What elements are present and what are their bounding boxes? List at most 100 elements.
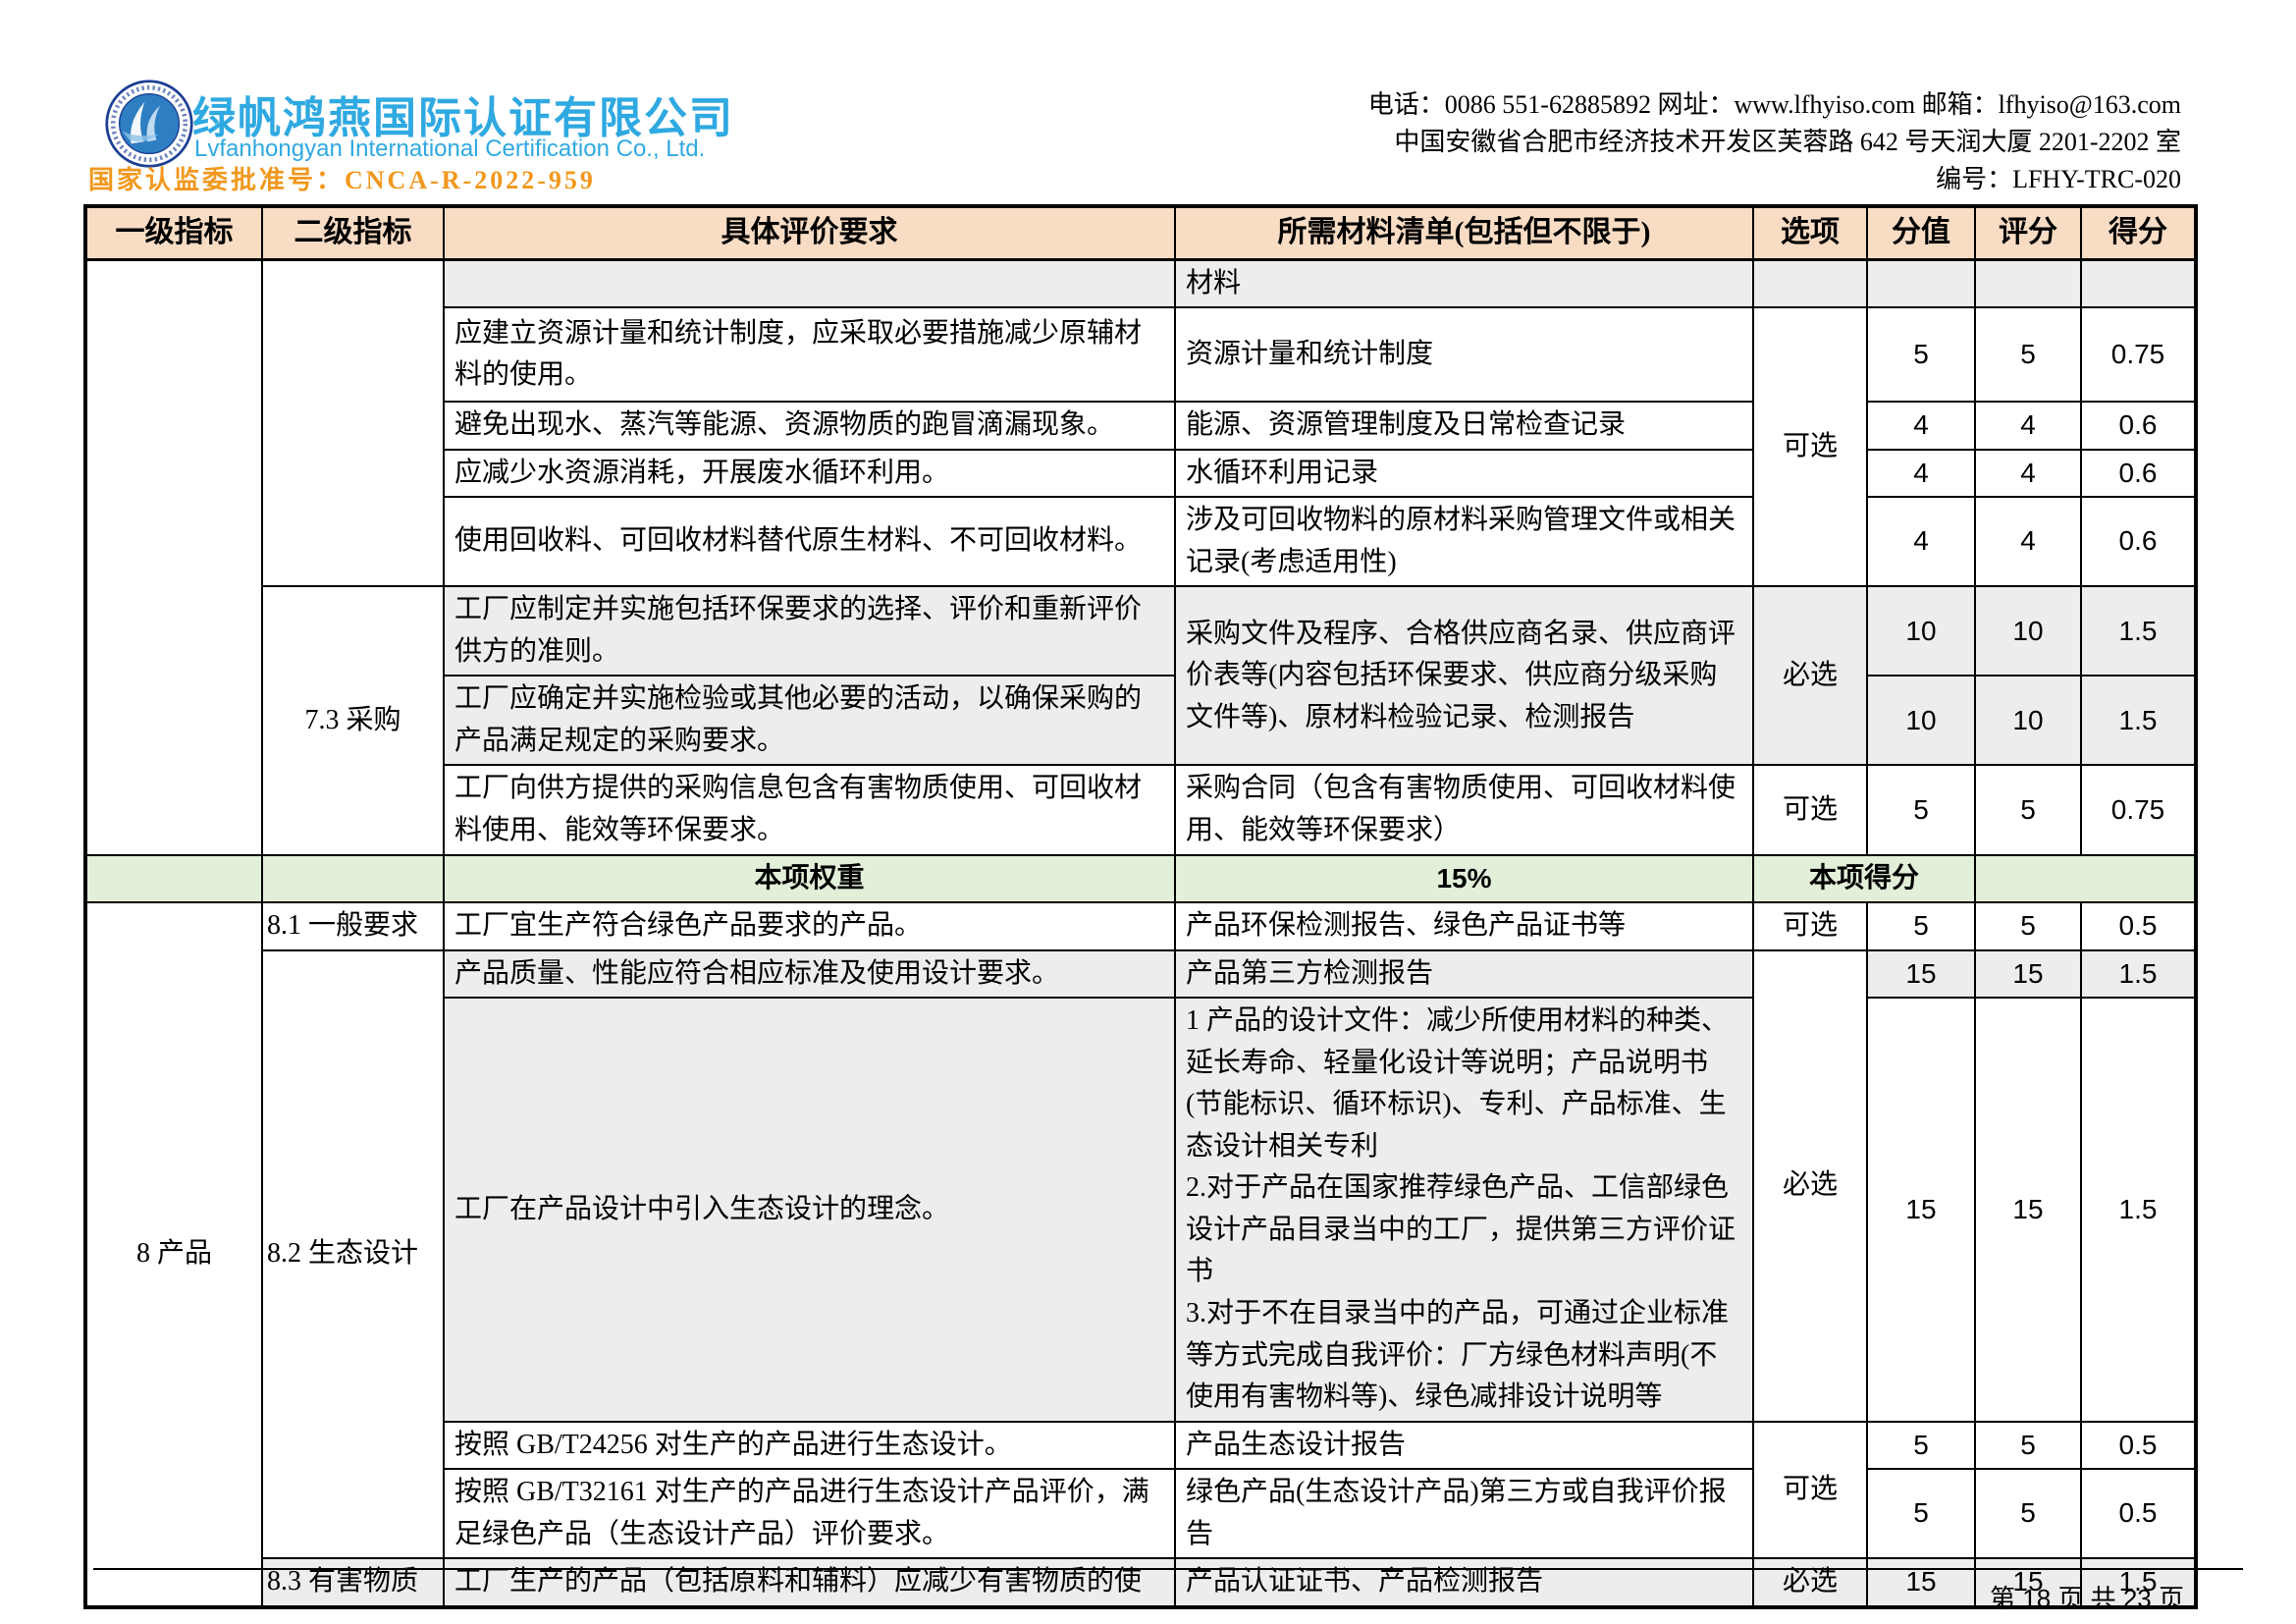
rating-cell: 5 xyxy=(1974,764,2082,856)
requirement-cell: 使用回收料、可回收材料替代原生材料、不可回收材料。 xyxy=(443,496,1176,588)
option-cell: 必选 xyxy=(1752,585,1868,767)
points-cell: 0.5 xyxy=(2080,1420,2197,1471)
rating-cell: 5 xyxy=(1974,1468,2082,1560)
rating-cell: 10 xyxy=(1974,585,2082,677)
materials-cell: 采购合同（包含有害物质使用、可回收材料使用、能效等环保要求） xyxy=(1174,764,1754,856)
requirement-cell: 按照 GB/T24256 对生产的产品进行生态设计。 xyxy=(443,1420,1176,1471)
points-cell: 0.75 xyxy=(2080,764,2197,856)
col-header-indicator1: 一级指标 xyxy=(84,205,263,261)
table-row: 工厂向供方提供的采购信息包含有害物质使用、可回收材料使用、能效等环保要求。 采购… xyxy=(85,764,2197,856)
evaluation-table: 一级指标 二级指标 具体评价要求 所需材料清单(包括但不限于) 选项 分值 评分… xyxy=(83,204,2198,1609)
materials-cell: 水循环利用记录 xyxy=(1174,448,1754,499)
materials-cell: 涉及可回收物料的原材料采购管理文件或相关记录(考虑适用性) xyxy=(1174,496,1754,588)
points-cell: 0.75 xyxy=(2080,306,2197,404)
score-cell: 4 xyxy=(1866,448,1976,499)
table-row: 工厂在产品设计中引入生态设计的理念。 1 产品的设计文件：减少所使用材料的种类、… xyxy=(85,997,2197,1423)
page-number: 第 18 页 共 23 页 xyxy=(1990,1584,2184,1613)
rating-cell: 4 xyxy=(1974,448,2082,499)
indicator2-cell: 8.2 生态设计 xyxy=(261,948,445,1560)
table-row: 应建立资源计量和统计制度，应采取必要措施减少原辅材料的使用。 资源计量和统计制度… xyxy=(85,306,2197,588)
weight-row: 本项权重 15% 本项得分 xyxy=(84,853,2197,904)
indicator2-cell: 8.3 有害物质 xyxy=(261,1557,445,1609)
points-cell: 1.5 xyxy=(2080,1557,2197,1609)
doc-number: 编号：LFHY-TRC-020 xyxy=(1936,165,2181,193)
company-name: 绿帆鸿燕国际认证有限公司 xyxy=(192,94,734,142)
address-line: 中国安徽省合肥市经济技术开发区芙蓉路 642 号天润大厦 2201-2202 室 xyxy=(1394,128,2181,156)
table-row: 材料 xyxy=(84,257,2197,856)
points-cell: 0.6 xyxy=(2080,496,2197,588)
rating-cell: 4 xyxy=(1974,401,2082,451)
materials-cell: 产品认证证书、产品检测报告 xyxy=(1174,1557,1754,1609)
points-cell: 0.5 xyxy=(2080,901,2197,951)
requirement-cell: 按照 GB/T32161 对生产的产品进行生态设计产品评价，满足绿色产品（生态设… xyxy=(443,1468,1176,1560)
score-cell: 5 xyxy=(1866,1420,1976,1471)
materials-cell: 资源计量和统计制度 xyxy=(1174,306,1754,404)
rating-cell: 15 xyxy=(1974,1557,2082,1609)
score-cell: 5 xyxy=(1866,764,1976,856)
table-row: 8 产品 8.1 一般要求 工厂宜生产符合绿色产品要求的产品。 产品环保检测报告… xyxy=(84,901,2197,1608)
company-logo-icon xyxy=(105,80,193,168)
section-score-label: 本项得分 xyxy=(1752,853,1976,904)
option-cell: 必选 xyxy=(1752,948,1868,1423)
requirement-cell: 应建立资源计量和统计制度，应采取必要措施减少原辅材料的使用。 xyxy=(443,306,1176,404)
materials-cell: 能源、资源管理制度及日常检查记录 xyxy=(1174,401,1754,451)
materials-cell: 采购文件及程序、合格供应商名录、供应商评价表等(内容包括环保要求、供应商分级采购… xyxy=(1174,585,1754,767)
requirement-cell: 避免出现水、蒸汽等能源、资源物质的跑冒滴漏现象。 xyxy=(443,401,1176,451)
score-cell xyxy=(1866,257,1976,309)
col-header-rating: 评分 xyxy=(1974,205,2082,261)
points-cell: 1.5 xyxy=(2080,585,2197,677)
points-cell: 0.5 xyxy=(2080,1468,2197,1560)
score-cell: 10 xyxy=(1866,675,1976,767)
col-header-materials: 所需材料清单(包括但不限于) xyxy=(1174,205,1754,261)
requirement-cell: 工厂向供方提供的采购信息包含有害物质使用、可回收材料使用、能效等环保要求。 xyxy=(443,764,1176,856)
weight-empty-cell xyxy=(84,853,263,904)
points-cell xyxy=(2080,257,2197,309)
indicator2-cell: 8.1 一般要求 xyxy=(261,901,445,951)
weight-label: 本项权重 xyxy=(443,853,1176,904)
rating-cell: 15 xyxy=(1974,997,2082,1423)
requirement-cell: 工厂应制定并实施包括环保要求的选择、评价和重新评价供方的准则。 xyxy=(443,585,1176,677)
table-row: 按照 GB/T24256 对生产的产品进行生态设计。 产品生态设计报告 可选 5… xyxy=(85,1420,2197,1560)
materials-cell: 产品生态设计报告 xyxy=(1174,1420,1754,1471)
option-cell: 可选 xyxy=(1752,901,1868,951)
table-row: 工厂应确定并实施检验或其他必要的活动，以确保采购的产品满足规定的采购要求。 10… xyxy=(85,675,2197,767)
indicator2-cell-empty xyxy=(261,257,445,588)
score-cell: 5 xyxy=(1866,1468,1976,1560)
col-header-indicator2: 二级指标 xyxy=(261,205,445,261)
requirement-cell: 产品质量、性能应符合相应标准及使用设计要求。 xyxy=(443,948,1176,1000)
requirement-cell: 工厂宜生产符合绿色产品要求的产品。 xyxy=(443,901,1176,951)
option-cell xyxy=(1752,257,1868,309)
rating-cell: 15 xyxy=(1974,948,2082,1000)
materials-cell: 1 产品的设计文件：减少所使用材料的种类、延长寿命、轻量化设计等说明；产品说明书… xyxy=(1174,997,1754,1423)
col-header-option: 选项 xyxy=(1752,205,1868,261)
approval-number: 国家认监委批准号：CNCA-R-2022-959 xyxy=(88,166,596,194)
indicator2-cell: 7.3 采购 xyxy=(261,585,445,856)
weight-empty-cell xyxy=(261,853,445,904)
materials-cell: 产品环保检测报告、绿色产品证书等 xyxy=(1174,901,1754,951)
points-cell: 1.5 xyxy=(2080,948,2197,1000)
table-row: 应减少水资源消耗，开展废水循环利用。 水循环利用记录 4 4 0.6 xyxy=(85,448,2197,499)
score-cell: 15 xyxy=(1866,997,1976,1423)
rating-cell: 4 xyxy=(1974,496,2082,588)
requirement-cell: 应减少水资源消耗，开展废水循环利用。 xyxy=(443,448,1176,499)
points-cell: 1.5 xyxy=(2080,675,2197,767)
table-row: 按照 GB/T32161 对生产的产品进行生态设计产品评价，满足绿色产品（生态设… xyxy=(85,1468,2197,1560)
col-header-points: 得分 xyxy=(2080,205,2197,261)
option-cell: 可选 xyxy=(1752,764,1868,856)
footer-divider xyxy=(93,1568,2243,1570)
section-score-value xyxy=(1974,853,2197,904)
requirement-cell: 工厂应确定并实施检验或其他必要的活动，以确保采购的产品满足规定的采购要求。 xyxy=(443,675,1176,767)
score-cell: 5 xyxy=(1866,306,1976,404)
points-cell: 1.5 xyxy=(2080,997,2197,1423)
contact-block: 电话：0086 551-62885892 网址：www.lfhyiso.com … xyxy=(1368,86,2181,198)
contact-line: 电话：0086 551-62885892 网址：www.lfhyiso.com … xyxy=(1367,90,2181,119)
company-name-english: Lvfanhongyan International Certification… xyxy=(194,135,706,162)
indicator1-cell: 8 产品 xyxy=(84,901,263,1608)
score-cell: 5 xyxy=(1866,901,1976,951)
requirement-cell: 工厂在产品设计中引入生态设计的理念。 xyxy=(443,997,1176,1423)
table-row: 8.2 生态设计 产品质量、性能应符合相应标准及使用设计要求。 产品第三方检测报… xyxy=(85,948,2197,1560)
rating-cell xyxy=(1974,257,2082,309)
rating-cell: 5 xyxy=(1974,306,2082,404)
table-row: 避免出现水、蒸汽等能源、资源物质的跑冒滴漏现象。 能源、资源管理制度及日常检查记… xyxy=(85,401,2197,451)
rating-cell: 5 xyxy=(1974,1420,2082,1471)
